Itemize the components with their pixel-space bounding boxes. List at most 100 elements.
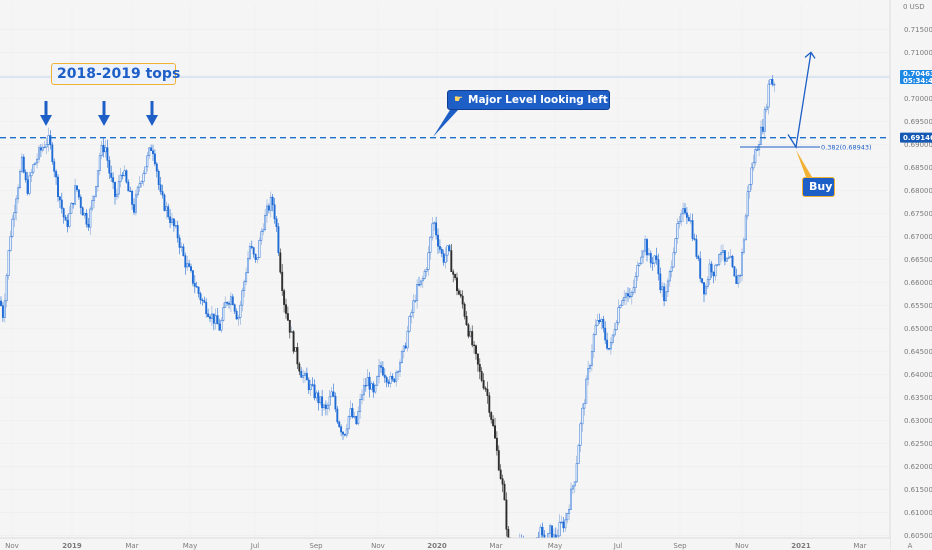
candle-body bbox=[121, 174, 124, 177]
candle-body bbox=[112, 177, 115, 183]
candle-body bbox=[169, 216, 172, 223]
candle-body bbox=[596, 319, 599, 326]
candle-body bbox=[628, 295, 631, 298]
candle-body bbox=[334, 395, 337, 410]
candle-body bbox=[566, 513, 569, 521]
candle-body bbox=[670, 266, 673, 272]
buy-label-box[interactable]: Buy bbox=[802, 177, 835, 197]
candle-body bbox=[678, 221, 681, 224]
candle-body bbox=[338, 421, 341, 427]
candle-body bbox=[74, 185, 77, 205]
candle-body bbox=[666, 280, 669, 293]
candle-body bbox=[739, 275, 742, 277]
candle-body bbox=[630, 292, 633, 297]
candle-body bbox=[305, 373, 308, 381]
candle-body bbox=[57, 176, 59, 198]
candle-body bbox=[704, 286, 707, 295]
x-axis[interactable]: Nov 2019 Mar May Jul Sep Nov 2020 Mar May Jul Sep No… bbox=[0, 537, 913, 550]
candle-body bbox=[589, 365, 591, 369]
candle-body bbox=[1, 305, 4, 318]
candle-body bbox=[638, 263, 641, 266]
candle-body bbox=[203, 300, 206, 303]
candle-body bbox=[733, 266, 736, 277]
y-axis[interactable]: 0 USD0.715000.710000.705000.700000.69500… bbox=[889, 0, 932, 550]
tops-label-box[interactable]: 2018-2019 tops bbox=[51, 63, 180, 85]
candle-body bbox=[431, 223, 434, 238]
candle-body bbox=[722, 250, 724, 253]
candle-body bbox=[463, 303, 466, 317]
axis-header: 0 USD bbox=[903, 3, 925, 11]
x-tick-label: May bbox=[183, 542, 197, 550]
key-level-tag bbox=[900, 132, 932, 143]
candle-body bbox=[193, 283, 196, 287]
y-tick-label: 0.68500 bbox=[904, 164, 932, 172]
candle-body bbox=[51, 144, 54, 162]
candle-body bbox=[343, 433, 346, 436]
candle-body bbox=[376, 376, 379, 386]
candle-body bbox=[684, 208, 686, 214]
candle-body bbox=[357, 411, 360, 425]
x-tick-label: Jul bbox=[613, 542, 623, 550]
candle-body bbox=[389, 376, 392, 384]
candle-body bbox=[271, 196, 274, 206]
candle-body bbox=[760, 126, 762, 145]
countdown-label: 05:34:48 bbox=[903, 77, 932, 85]
candle-body bbox=[328, 396, 331, 406]
candle-body bbox=[499, 469, 502, 479]
candle-body bbox=[144, 166, 147, 174]
candle-body bbox=[480, 371, 483, 381]
candle-body bbox=[421, 278, 424, 282]
current-price-label: 0.70463 bbox=[903, 70, 932, 78]
candle-body bbox=[70, 202, 73, 214]
candle-body bbox=[727, 256, 730, 259]
candle-body bbox=[228, 303, 230, 305]
candle-body bbox=[742, 239, 745, 253]
candle-body bbox=[440, 249, 443, 254]
top-arrow-head bbox=[146, 115, 158, 126]
candle-body bbox=[387, 381, 390, 384]
candle-body bbox=[119, 174, 122, 182]
candle-body bbox=[250, 246, 253, 248]
candle-body bbox=[457, 290, 460, 295]
candle-body bbox=[307, 379, 310, 391]
candle-body bbox=[571, 485, 574, 490]
candle-body bbox=[353, 415, 356, 418]
candle-body bbox=[581, 407, 584, 425]
candle-body bbox=[689, 220, 692, 222]
candle-body bbox=[471, 331, 474, 346]
candle-body bbox=[668, 271, 671, 282]
candle-body bbox=[746, 191, 749, 217]
candles-layer bbox=[0, 75, 776, 539]
candle-body bbox=[68, 213, 71, 227]
candle-body bbox=[756, 149, 759, 151]
candle-body bbox=[750, 167, 753, 185]
candle-body bbox=[625, 293, 628, 298]
candle-body bbox=[87, 224, 90, 228]
candle-body bbox=[104, 147, 107, 153]
candle-body bbox=[505, 499, 508, 530]
candle-body bbox=[62, 208, 65, 218]
candle-body bbox=[406, 330, 409, 349]
candle-body bbox=[66, 220, 69, 227]
candle-body bbox=[547, 532, 550, 539]
candle-body bbox=[127, 181, 130, 192]
level-label-box[interactable]: ☛ Major Level looking left bbox=[447, 90, 610, 110]
candle-body bbox=[410, 312, 413, 317]
candle-body bbox=[767, 83, 770, 108]
candle-body bbox=[19, 171, 21, 189]
y-tick-label: 0.66000 bbox=[904, 279, 932, 287]
candle-body bbox=[600, 318, 603, 323]
candle-body bbox=[397, 371, 400, 373]
candle-body bbox=[575, 463, 578, 483]
candle-body bbox=[649, 253, 652, 264]
candle-body bbox=[292, 331, 295, 352]
candle-body bbox=[197, 287, 200, 294]
candle-body bbox=[336, 408, 339, 423]
candle-body bbox=[442, 253, 445, 263]
candle-body bbox=[644, 239, 647, 252]
candle-body bbox=[708, 263, 711, 280]
candle-body bbox=[174, 225, 177, 227]
candle-body bbox=[362, 385, 365, 396]
candle-body bbox=[309, 384, 312, 391]
